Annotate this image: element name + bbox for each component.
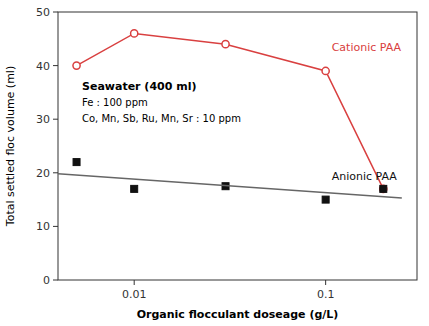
y-tick	[53, 12, 58, 13]
series-line	[77, 33, 384, 188]
annotation: Co, Mn, Sb, Ru, Mn, Sr : 10 ppm	[82, 113, 241, 124]
circle-marker	[73, 62, 80, 69]
x-tick-label: 0.01	[122, 288, 147, 301]
square-marker	[73, 159, 80, 166]
x-axis-label: Organic flocculant doseage (g/L)	[137, 308, 339, 321]
circle-marker	[380, 185, 387, 192]
plot-area	[58, 30, 402, 203]
square-marker	[322, 196, 329, 203]
square-marker	[380, 185, 387, 192]
x-tick	[134, 280, 135, 285]
x-tick-label: 0.1	[317, 288, 335, 301]
annotation: Fe : 100 ppm	[82, 97, 148, 108]
plot-frame	[58, 12, 417, 280]
y-tick-label: 30	[36, 113, 50, 126]
x-tick	[325, 280, 326, 285]
y-axis-label: Total settled floc volume (ml)	[4, 66, 17, 227]
series-label: Anionic PAA	[332, 170, 398, 183]
y-tick-label: 20	[36, 167, 50, 180]
y-tick-label: 50	[36, 6, 50, 19]
y-tick-label: 0	[43, 274, 50, 287]
y-tick-label: 40	[36, 60, 50, 73]
square-marker	[131, 185, 138, 192]
y-tick	[53, 172, 58, 173]
chart: 0 10 20 30 40 50 0.01 0.1 Organic flocculant dos…	[0, 0, 429, 326]
circle-marker	[322, 67, 329, 74]
y-tick	[53, 65, 58, 66]
y-tick	[53, 119, 58, 120]
circle-marker	[131, 30, 138, 37]
y-tick	[53, 226, 58, 227]
circle-marker	[222, 41, 229, 48]
y-tick-label: 10	[36, 220, 50, 233]
series-label: Cationic PAA	[332, 41, 402, 54]
annotation: Seawater (400 ml)	[82, 80, 196, 93]
y-tick	[53, 280, 58, 281]
